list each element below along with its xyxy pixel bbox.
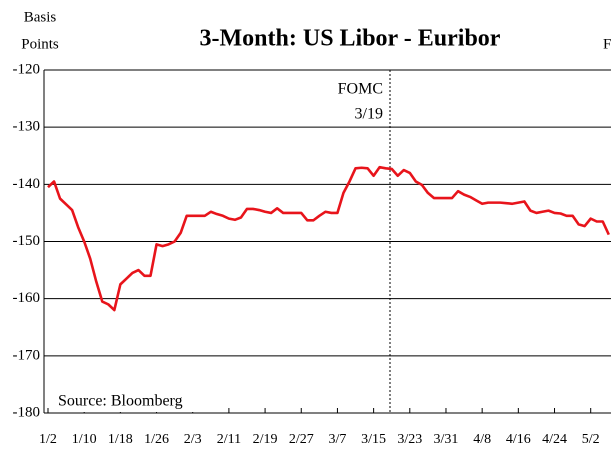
data-line [47,165,610,312]
right-label: F [603,36,611,52]
x-tick-label: 2/11 [217,432,241,447]
y-tick-label: -160 [13,290,41,306]
x-tick-label: 3/7 [328,432,346,447]
x-tick-label: 1/26 [144,432,169,447]
annotation: 3/19 [355,106,383,123]
y-tick-label: -180 [13,404,41,420]
y-tick-label: -130 [13,119,41,135]
x-tick-label: 1/10 [72,432,97,447]
y-axis-label: Basis [24,9,57,25]
x-tick-label: 1/2 [39,432,57,447]
y-axis-label: Points [21,36,59,52]
annotation: FOMC [338,81,383,98]
y-tick-label: -140 [13,176,41,192]
x-tick-label: 3/23 [397,432,422,447]
x-tick-label: 4/24 [542,432,567,447]
x-tick-label: 2/27 [289,432,314,447]
y-tick-label: -170 [13,347,41,363]
annotation: Source: Bloomberg [58,393,183,410]
y-tick-label: -120 [13,61,41,77]
x-tick-label: 2/19 [253,432,278,447]
x-tick-label: 1/18 [108,432,133,447]
x-tick-label: 4/8 [473,432,491,447]
y-tick-label: -150 [13,233,41,249]
source-bg [56,392,228,412]
x-tick-label: 4/16 [506,432,531,447]
x-tick-label: 2/3 [184,432,202,447]
x-tick-label: 3/31 [434,432,459,447]
x-tick-label: 3/15 [361,432,386,447]
chart-title: 3-Month: US Libor - Euribor [200,26,501,52]
x-tick-label: 5/2 [582,432,600,447]
